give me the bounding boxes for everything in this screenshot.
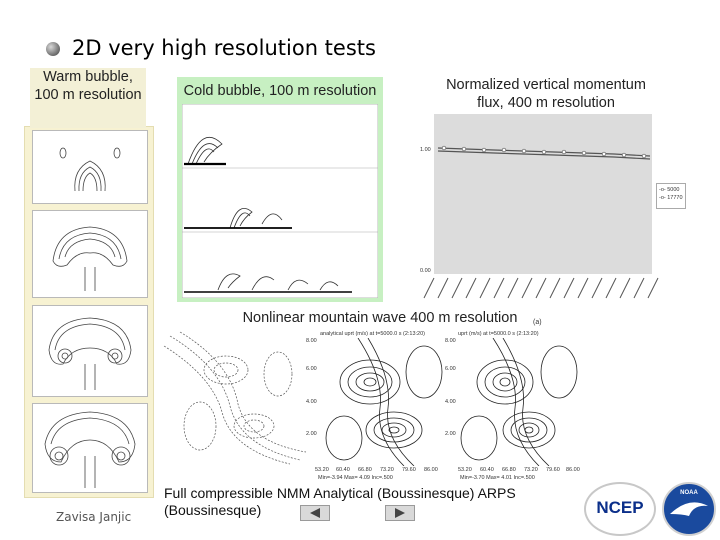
warm-bubble-caption: Warm bubble, 100 m resolution xyxy=(34,69,142,104)
bottom-caption-line-2: (Boussinesque) xyxy=(164,501,262,518)
warm-bubble-frame-2 xyxy=(32,210,148,298)
x-tick-3: 66.80 xyxy=(358,467,372,473)
bottom-caption: Full compressible NMM Analytical (Boussi… xyxy=(164,485,516,519)
warm-bubble-contours-4 xyxy=(44,411,136,488)
x-tick-6: 86.00 xyxy=(424,467,438,473)
x-tick-2: 60.40 xyxy=(336,467,350,473)
flux-y-top-label: 1.00 xyxy=(420,147,431,153)
y-tick-600: 6.00 xyxy=(306,366,317,372)
warm-bubble-frame-4 xyxy=(32,403,148,493)
warm-bubble-contours-1 xyxy=(59,147,121,192)
flux-legend: -o- 5000 -o- 17770 xyxy=(656,183,686,209)
x-tick-arps-2: 60.40 xyxy=(480,467,494,473)
slide-title: 2D very high resolution tests xyxy=(72,36,376,60)
triangle-right-icon xyxy=(395,508,405,518)
momentum-flux-caption: Normalized vertical momentum flux, 400 m… xyxy=(446,77,646,112)
warm-bubble-contours-2 xyxy=(52,226,128,291)
cold-bubble-caption: Cold bubble, 100 m resolution xyxy=(183,83,377,99)
nmm-contour-plot xyxy=(163,331,307,465)
x-tick-5: 79.60 xyxy=(402,467,416,473)
arps-panel-title: uprt (m/s) at t=5000.0 s (2:13:20) xyxy=(458,331,539,337)
x-tick-4: 73.20 xyxy=(380,467,394,473)
y-tick-200-arps: 2.00 xyxy=(445,431,456,437)
flux-legend-entry-1: -o- 5000 xyxy=(659,187,680,193)
analytical-panel-title: analytical uprt (m/s) at t=5000.0 s (2:1… xyxy=(320,331,426,337)
arps-panel-tag: (a) xyxy=(533,319,542,326)
warm-bubble-caption-box xyxy=(30,68,146,128)
y-tick-800-arps: 8.00 xyxy=(445,338,456,344)
ncep-logo-text: NCEP xyxy=(596,498,644,517)
ncep-logo: NCEP xyxy=(584,482,656,536)
noaa-logo: NOAA xyxy=(662,482,716,536)
y-tick-600-arps: 6.00 xyxy=(445,366,456,372)
author-name: Zavisa Janjic xyxy=(56,510,132,524)
warm-bubble-contours-3 xyxy=(48,317,132,390)
bottom-caption-line-1: Full compressible NMM Analytical (Boussi… xyxy=(164,485,516,501)
bullet-icon xyxy=(46,42,60,56)
previous-slide-button[interactable] xyxy=(300,505,330,521)
mountain-wave-caption: Nonlinear mountain wave 400 m resolution xyxy=(242,310,518,326)
cold-bubble-plot xyxy=(182,104,378,298)
noaa-bird-icon xyxy=(670,502,708,516)
y-tick-400: 4.00 xyxy=(306,399,317,405)
momentum-flux-plot xyxy=(434,114,652,274)
momentum-flux-lines xyxy=(437,145,651,160)
x-tick-arps-3: 66.80 xyxy=(502,467,516,473)
analytical-contour-plot xyxy=(325,338,443,466)
flux-legend-entry-2: -o- 17770 xyxy=(659,195,683,201)
y-tick-400-arps: 4.00 xyxy=(445,399,456,405)
warm-bubble-frame-1 xyxy=(32,130,148,204)
analytical-stats: Min=-3.94 Max= 4.09 Inc=.500 xyxy=(318,475,393,481)
triangle-left-icon xyxy=(310,508,320,518)
flux-x-tick-labels xyxy=(423,277,659,299)
x-tick-arps-1: 53.20 xyxy=(458,467,472,473)
x-tick-arps-6: 86.00 xyxy=(566,467,580,473)
arps-stats: Min=-3.70 Max= 4.01 Inc=.500 xyxy=(460,475,535,481)
x-tick-arps-4: 73.20 xyxy=(524,467,538,473)
arps-contour-plot xyxy=(460,338,578,466)
x-tick-1: 53.20 xyxy=(315,467,329,473)
noaa-logo-text: NOAA xyxy=(680,490,698,496)
y-tick-800: 8.00 xyxy=(306,338,317,344)
flux-y-bottom-label: 0.00 xyxy=(420,268,431,274)
next-slide-button[interactable] xyxy=(385,505,415,521)
x-tick-arps-5: 79.60 xyxy=(546,467,560,473)
y-tick-200: 2.00 xyxy=(306,431,317,437)
warm-bubble-frame-3 xyxy=(32,305,148,397)
